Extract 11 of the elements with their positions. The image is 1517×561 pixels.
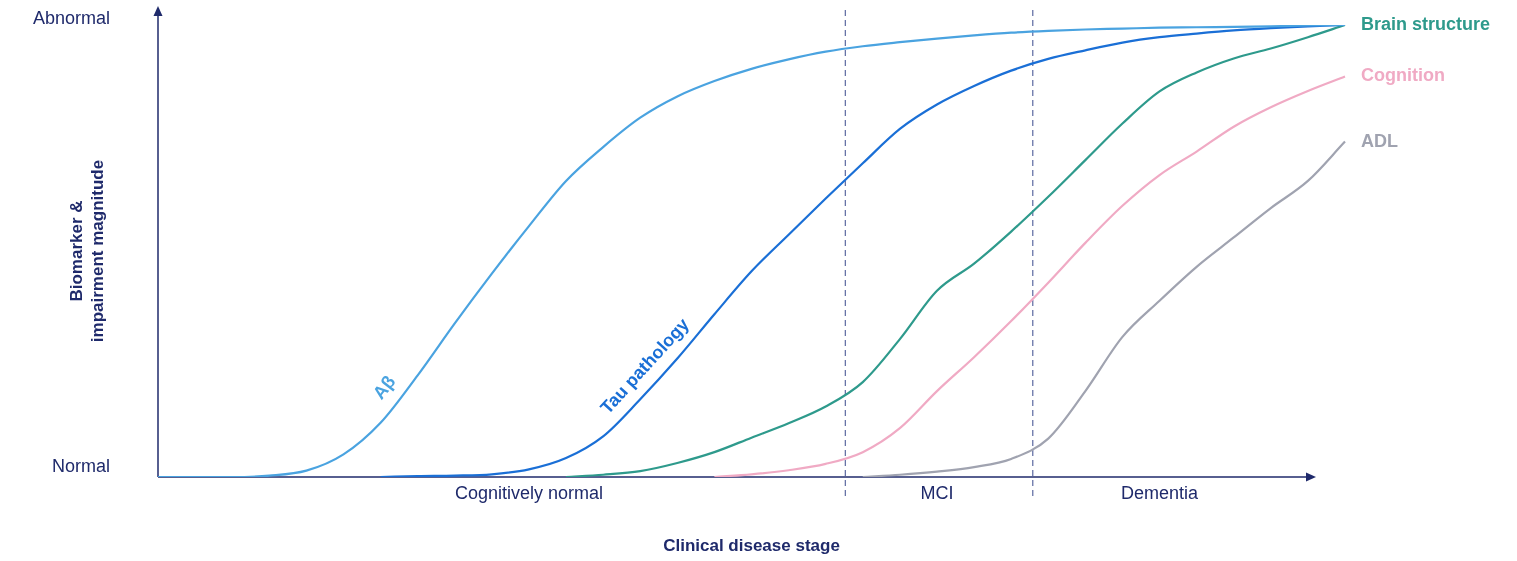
text: Aβ: [368, 371, 400, 403]
text: Abnormal: [32, 7, 110, 28]
series-label: ADL: [1361, 130, 1398, 151]
y-axis-title: Biomarker & impairment magnitude: [67, 159, 108, 343]
x-tick-label: Cognitively normal: [454, 482, 603, 503]
x-tick-label: Dementia: [1121, 482, 1200, 503]
series-label: Brain structure: [1361, 13, 1491, 34]
text: Normal: [51, 455, 110, 476]
x-axis-title: Clinical disease stage: [663, 536, 840, 556]
series-label: Cognition: [1361, 65, 1445, 86]
x-tick-label: MCI: [920, 482, 954, 503]
